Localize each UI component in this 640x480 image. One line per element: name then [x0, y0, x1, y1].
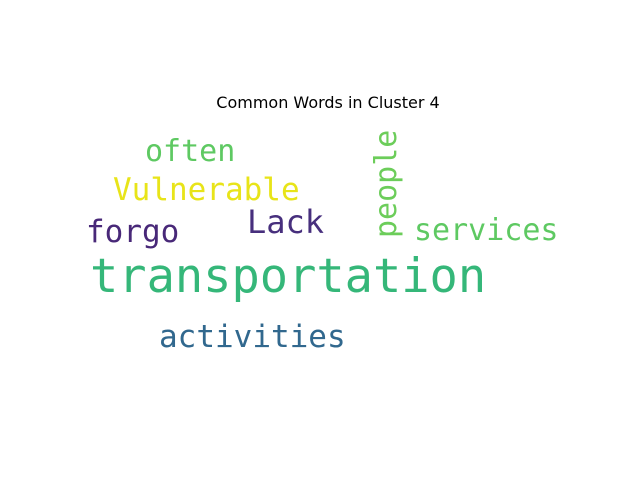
word-activities: activities [159, 319, 346, 355]
word-often: often [145, 134, 236, 169]
word-lack: Lack [247, 203, 325, 241]
word-services: services [414, 213, 559, 248]
word-transportation: transportation [90, 249, 487, 304]
word-forgo: forgo [86, 214, 180, 250]
word-vulnerable: Vulnerable [113, 172, 300, 208]
figure-title: Common Words in Cluster 4 [216, 93, 440, 112]
word-people: people [369, 129, 404, 238]
